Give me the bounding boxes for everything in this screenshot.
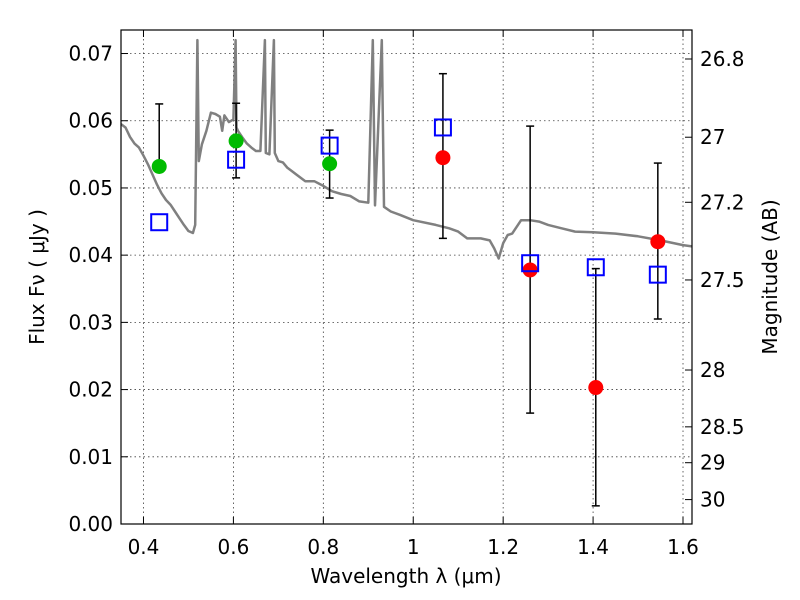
- x-tick-label: 1.4: [577, 535, 609, 559]
- model-spectrum-line: [121, 38, 692, 260]
- y-tick-label: 0.04: [68, 243, 113, 267]
- blue-square-marker: [320, 136, 339, 155]
- mag-tick-label: 27: [700, 125, 725, 149]
- model-spectrum: [121, 38, 692, 260]
- x-tick-label: 0.8: [307, 535, 339, 559]
- blue-square-marker: [648, 265, 667, 284]
- blue-square-marker: [433, 118, 452, 137]
- y-tick-label: 0.03: [68, 310, 113, 334]
- blue-square-marker: [150, 213, 169, 232]
- y-tick-label: 0.01: [68, 445, 113, 469]
- mag-tick-label: 29: [700, 451, 725, 475]
- grid: [121, 30, 692, 525]
- y-axis-label: Flux Fν ( μJy ): [25, 209, 49, 345]
- mag-tick-label: 28: [700, 358, 725, 382]
- axis-ticks: 0.4 0.6 0.8 1 1.2 1.4 1.6 0.00 0.01 0.02 0.03 0.04 0…: [68, 30, 745, 559]
- x-tick-label: 0.6: [217, 535, 249, 559]
- data-markers: [150, 118, 667, 396]
- red-point: [435, 150, 451, 166]
- blue-square-marker: [227, 150, 246, 169]
- x-tick-label: 1.2: [487, 535, 519, 559]
- green-point: [322, 156, 338, 172]
- blue-square-marker: [586, 258, 605, 277]
- mag-tick-label: 27.5: [700, 268, 745, 292]
- red-point: [522, 262, 538, 278]
- y-tick-label: 0.00: [68, 512, 113, 536]
- red-point: [650, 234, 666, 250]
- y-tick-label: 0.07: [68, 42, 113, 66]
- mag-tick-label: 28.5: [700, 415, 745, 439]
- x-tick-label: 1: [407, 535, 420, 559]
- x-tick-label: 0.4: [128, 535, 160, 559]
- green-point: [151, 158, 167, 174]
- x-axis-label: Wavelength λ (μm): [310, 564, 501, 588]
- mag-tick-label: 30: [700, 488, 725, 512]
- red-point: [588, 380, 604, 396]
- y2-axis-label: Magnitude (AB): [758, 199, 782, 354]
- x-tick-label: 1.6: [667, 535, 699, 559]
- plot-frame: [120, 29, 693, 525]
- mag-tick-label: 26.8: [700, 47, 745, 71]
- y-tick-label: 0.06: [68, 109, 113, 133]
- green-point: [228, 133, 244, 149]
- mag-tick-label: 27.2: [700, 190, 745, 214]
- y-tick-label: 0.02: [68, 378, 113, 402]
- y-tick-label: 0.05: [68, 176, 113, 200]
- blue-square-marker: [521, 254, 540, 273]
